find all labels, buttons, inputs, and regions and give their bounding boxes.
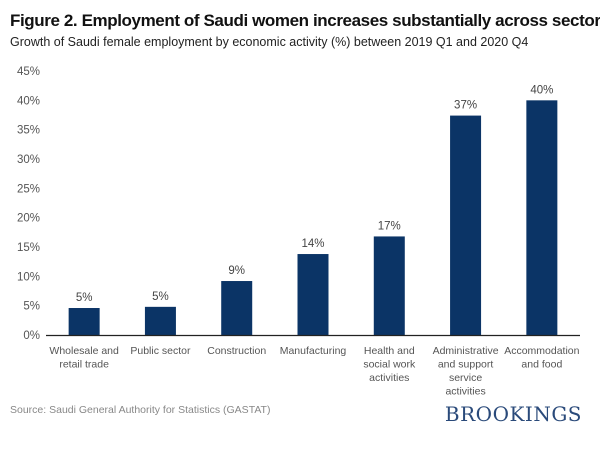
- bar: [68, 308, 100, 335]
- bar: [297, 254, 329, 335]
- bar: [373, 236, 405, 335]
- x-tick-label: social work: [363, 359, 416, 371]
- data-label: 37%: [454, 100, 477, 112]
- x-tick-label: activities: [369, 372, 409, 384]
- data-label: 17%: [378, 220, 401, 232]
- y-tick-label: 10%: [17, 271, 40, 283]
- brookings-logo: BROOKINGS: [444, 402, 582, 426]
- y-tick-label: 5%: [23, 301, 40, 313]
- source-note: Source: Saudi General Authority for Stat…: [10, 404, 271, 416]
- data-label: 40%: [530, 84, 553, 96]
- x-tick-label: Wholesale and: [49, 345, 119, 357]
- x-tick-label: and support: [438, 359, 494, 371]
- x-tick-label: activities: [445, 386, 485, 398]
- bar: [450, 115, 482, 335]
- chart-subtitle: Growth of Saudi female employment by eco…: [10, 35, 529, 49]
- y-tick-label: 0%: [23, 330, 40, 342]
- y-tick-label: 35%: [17, 125, 40, 137]
- data-label: 5%: [152, 291, 169, 303]
- y-tick-label: 45%: [17, 66, 40, 78]
- x-tick-label: Accommodation: [504, 345, 579, 357]
- x-tick-label: Administrative: [433, 345, 499, 357]
- x-tick-label: retail trade: [59, 359, 109, 371]
- x-tick-label: service: [449, 372, 482, 384]
- y-tick-label: 30%: [17, 154, 40, 166]
- x-tick-label: Construction: [207, 345, 266, 357]
- data-label: 9%: [228, 265, 245, 277]
- x-tick-label: Manufacturing: [280, 345, 347, 357]
- data-label: 14%: [301, 238, 324, 250]
- data-label: 5%: [76, 292, 93, 304]
- y-tick-label: 40%: [17, 95, 40, 107]
- x-tick-label: Health and: [364, 345, 415, 357]
- x-tick-label: Public sector: [130, 345, 191, 357]
- y-tick-label: 25%: [17, 183, 40, 195]
- y-tick-label: 15%: [17, 242, 40, 254]
- bar: [221, 281, 253, 335]
- chart-title: Figure 2. Employment of Saudi women incr…: [10, 11, 600, 30]
- x-tick-label: and food: [521, 359, 562, 371]
- y-tick-label: 20%: [17, 213, 40, 225]
- bar: [144, 306, 176, 335]
- bar: [526, 100, 558, 335]
